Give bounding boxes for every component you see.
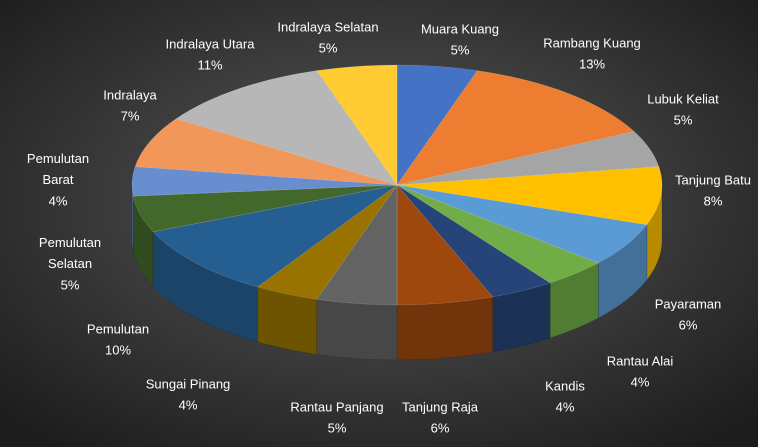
slice-value-label: 4% xyxy=(179,397,198,412)
slice-value-label: 6% xyxy=(679,317,698,332)
pie-sides xyxy=(131,184,663,361)
slice-value-label: 5% xyxy=(319,40,338,55)
slice-label: Payaraman xyxy=(655,296,721,311)
slice-label: Indralaya xyxy=(103,87,157,102)
slice-value-label: 4% xyxy=(49,193,68,208)
slice-value-label: 8% xyxy=(704,193,723,208)
slice xyxy=(134,118,398,186)
slice xyxy=(396,64,478,186)
slice xyxy=(132,184,398,233)
slice xyxy=(131,166,398,197)
slice xyxy=(396,70,635,186)
slice-label: Lubuk Keliat xyxy=(647,91,719,106)
slice-label: Pemulutan Barat xyxy=(27,151,89,187)
slice xyxy=(396,166,663,226)
slice xyxy=(256,184,398,300)
slice xyxy=(396,184,648,264)
slice-value-label: 10% xyxy=(105,342,131,357)
slice-value-label: 4% xyxy=(556,399,575,414)
slice-label: Muara Kuang xyxy=(421,21,499,36)
slice-label: Sungai Pinang xyxy=(146,376,231,391)
slice-value-label: 5% xyxy=(674,112,693,127)
slice xyxy=(396,131,660,186)
slice xyxy=(396,184,599,284)
slice-label: Indralaya Selatan xyxy=(277,19,378,34)
labels: Muara Kuang 5% Rambang Kuang 13% Lubuk Kelia… xyxy=(27,19,751,435)
slice-label: Pemulutan xyxy=(87,321,149,336)
slice-label: Rantau Alai xyxy=(607,353,674,368)
slice xyxy=(396,184,494,306)
slice-label: Rambang Kuang xyxy=(543,35,641,50)
slice-label: Pemulutan Selatan xyxy=(39,235,101,271)
slice xyxy=(316,64,398,186)
pie-tops xyxy=(131,64,663,306)
slice-label: Indralaya Utara xyxy=(166,36,256,51)
slice-value-label: 4% xyxy=(631,374,650,389)
slice-value-label: 5% xyxy=(451,42,470,57)
slice xyxy=(175,70,398,186)
slice xyxy=(396,184,551,298)
slice-side xyxy=(316,299,398,361)
slice-value-label: 11% xyxy=(197,57,222,72)
slice-label: Tanjung Batu xyxy=(675,172,751,187)
slice-value-label: 5% xyxy=(61,277,80,292)
slice-value-label: 6% xyxy=(431,420,450,435)
slice xyxy=(152,184,398,288)
slice-label: Tanjung Raja xyxy=(402,399,479,414)
slice-side xyxy=(396,296,493,361)
slice-label: Rantau Panjang xyxy=(290,399,383,414)
slice-label: Kandis xyxy=(545,378,585,393)
slice xyxy=(316,184,398,306)
slice-value-label: 7% xyxy=(121,108,140,123)
slice-value-label: 5% xyxy=(328,420,347,435)
slice-value-label: 13% xyxy=(579,56,605,71)
